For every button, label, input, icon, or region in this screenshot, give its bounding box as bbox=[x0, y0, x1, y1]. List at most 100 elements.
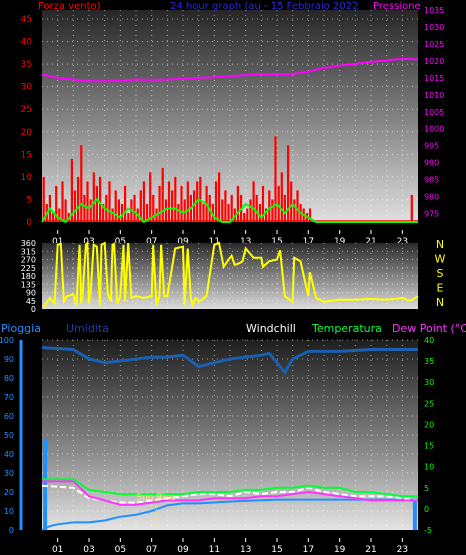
wind-bar bbox=[58, 208, 61, 222]
wind-tick-label: 15 bbox=[21, 150, 32, 160]
temperature-tick-label: 40 bbox=[424, 336, 434, 345]
x-tick-label: 05 bbox=[115, 545, 126, 555]
legend-humidity: Umidita bbox=[66, 322, 109, 335]
wind-pressure-grid bbox=[42, 10, 418, 222]
legend-temperature: Temperatura bbox=[311, 322, 382, 335]
wind-bar bbox=[227, 204, 230, 222]
humidity-tick-label: 100 bbox=[0, 336, 14, 345]
legend-dewpoint: Dew Point (°C) bbox=[392, 322, 466, 335]
wind-bar bbox=[164, 199, 167, 222]
direction-tick-label: 225 bbox=[21, 264, 36, 273]
wind-bar bbox=[92, 172, 95, 222]
humidity-line bbox=[41, 346, 418, 375]
wind-pressure-x-ticks: 01 03 05 07 09 11 13 15 17 19 21 23 bbox=[52, 230, 408, 247]
wind-direction-line bbox=[42, 240, 419, 309]
x-tick-label: 21 bbox=[365, 237, 376, 247]
wind-tick-label: 45 bbox=[21, 15, 32, 25]
pressure-tick-label: 975 bbox=[424, 210, 439, 219]
wind-bar bbox=[410, 194, 413, 222]
wind-tick-label: 30 bbox=[21, 83, 33, 93]
humidity-tick-label: 0 bbox=[9, 526, 14, 535]
pressure-tick-label: 1025 bbox=[424, 40, 444, 49]
wind-bar bbox=[296, 190, 299, 222]
temperature-line bbox=[42, 478, 418, 498]
wind-bar bbox=[152, 194, 155, 222]
humidity-tick-label: 10 bbox=[4, 507, 14, 516]
wind-bar bbox=[252, 181, 255, 222]
compass-label: N bbox=[436, 296, 444, 309]
pressure-tick-label: 1020 bbox=[424, 57, 444, 66]
wind-bar bbox=[83, 194, 86, 222]
wind-bar bbox=[258, 204, 261, 222]
direction-tick-label: 0 bbox=[31, 305, 36, 314]
wind-bar bbox=[183, 199, 186, 222]
wind-bar bbox=[308, 208, 312, 222]
wind-bar bbox=[218, 172, 221, 222]
wind-bar bbox=[271, 199, 274, 222]
rain-rate-bar bbox=[43, 438, 48, 530]
wind-bar bbox=[133, 194, 136, 222]
wind-bar bbox=[111, 208, 114, 222]
wind-bar bbox=[265, 208, 268, 222]
rain-rate-bar bbox=[412, 499, 417, 530]
temperature-tick-label: 30 bbox=[424, 378, 434, 387]
x-tick-label: 15 bbox=[271, 545, 282, 555]
wind-bar bbox=[95, 185, 98, 222]
wind-bar bbox=[86, 181, 89, 222]
wind-bar bbox=[117, 199, 120, 222]
wind-bar bbox=[171, 190, 174, 222]
wind-bar bbox=[89, 199, 92, 222]
wind-bar bbox=[214, 181, 218, 222]
x-tick-label: 23 bbox=[397, 237, 408, 247]
wind-bar bbox=[255, 194, 258, 222]
wind-bar bbox=[55, 185, 58, 222]
wind-gust-line bbox=[41, 197, 418, 224]
x-tick-label: 09 bbox=[177, 237, 189, 247]
wind-bar bbox=[161, 167, 164, 222]
wind-tick-label: 0 bbox=[26, 218, 32, 228]
x-tick-label: 03 bbox=[83, 545, 94, 555]
temperature-axis-ticks: -5 0 5 10 15 20 25 30 35 40 bbox=[424, 336, 434, 535]
temperature-tick-label: 5 bbox=[424, 484, 429, 493]
x-tick-label: 01 bbox=[52, 237, 63, 247]
direction-tick-label: 360 bbox=[21, 239, 36, 248]
wind-bar bbox=[246, 208, 249, 222]
direction-tick-label: 270 bbox=[21, 256, 36, 265]
direction-tick-label: 90 bbox=[26, 289, 36, 298]
wind-bar bbox=[236, 185, 239, 222]
wind-bar bbox=[80, 145, 83, 222]
wind-bar bbox=[102, 204, 105, 222]
wind-bar bbox=[120, 204, 124, 222]
wind-bar bbox=[268, 190, 271, 222]
wind-bar bbox=[127, 213, 130, 222]
wind-bar bbox=[64, 199, 67, 222]
wind-axis-ticks: 0 5 10 15 20 25 30 35 40 45 bbox=[21, 15, 33, 228]
x-tick-label: 23 bbox=[397, 545, 408, 555]
wind-bar bbox=[146, 204, 149, 222]
wind-bar bbox=[277, 185, 280, 222]
humidity-tick-label: 80 bbox=[4, 374, 14, 383]
wind-bar bbox=[139, 190, 142, 222]
wind-bar bbox=[177, 204, 180, 222]
wind-tick-label: 10 bbox=[21, 173, 33, 183]
wind-bar bbox=[261, 185, 265, 222]
wind-bar bbox=[180, 185, 183, 222]
wind-bar bbox=[42, 176, 45, 222]
pressure-tick-label: 985 bbox=[424, 176, 439, 185]
wind-bar bbox=[186, 181, 189, 222]
humidity-tick-label: 90 bbox=[4, 355, 14, 364]
x-tick-label: 11 bbox=[209, 237, 220, 247]
sun-rise-label: Sun Rise bbox=[136, 493, 175, 503]
temperature-humidity-x-ticks: 01 03 05 07 09 11 13 15 17 19 21 23 bbox=[52, 538, 408, 555]
x-tick-label: 15 bbox=[271, 237, 282, 247]
x-tick-label: 21 bbox=[365, 545, 376, 555]
rain-rate-bars bbox=[43, 438, 417, 530]
compass-label: W bbox=[435, 253, 446, 266]
direction-tick-label: 45 bbox=[26, 297, 36, 306]
x-tick-label: 13 bbox=[240, 545, 251, 555]
temperature-tick-label: 15 bbox=[424, 442, 434, 451]
